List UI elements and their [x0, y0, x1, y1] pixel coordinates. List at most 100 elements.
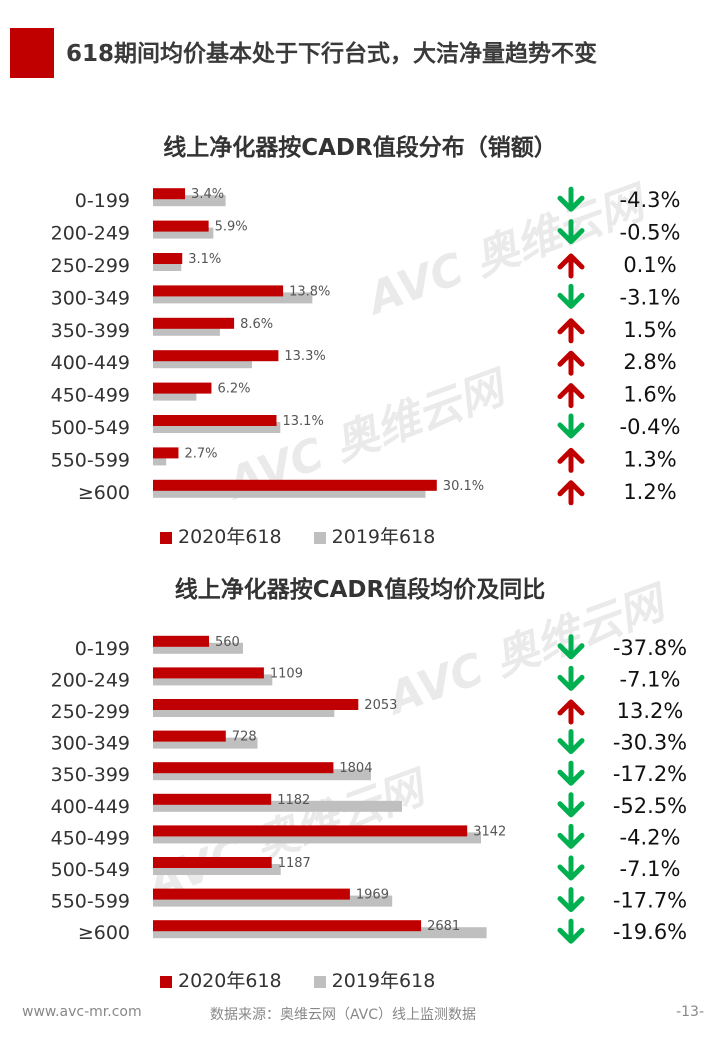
category-label: 250-299 [51, 701, 130, 723]
category-label: 550-599 [51, 891, 130, 913]
data-label: 2.7% [184, 446, 217, 461]
legend-label: 2019年618 [331, 526, 436, 548]
arrow-down-icon [557, 665, 585, 691]
yoy-change-label: -7.1% [620, 667, 681, 691]
data-label: 3142 [473, 824, 506, 839]
category-label: 350-399 [51, 320, 130, 342]
arrow-up-icon [557, 253, 585, 279]
bar-2019 [153, 357, 252, 369]
arrow-up-icon [557, 318, 585, 344]
data-label: 8.6% [240, 317, 273, 332]
footer-page-number: -13- [676, 1004, 704, 1020]
yoy-change-label: 1.3% [623, 447, 676, 471]
bar-2019 [153, 737, 258, 749]
legend-label: 2019年618 [331, 970, 436, 992]
yoy-change-label: 1.2% [623, 480, 676, 504]
data-label: 6.2% [217, 382, 250, 397]
bar-2019 [153, 927, 487, 939]
category-label: 550-599 [51, 449, 130, 471]
category-label: ≥600 [78, 922, 130, 944]
arrow-down-icon [557, 760, 585, 786]
data-label: 1969 [356, 888, 389, 903]
bar-2019 [153, 195, 226, 207]
arrow-down-icon [557, 413, 585, 439]
category-label: 0-199 [75, 190, 130, 212]
arrow-down-icon [557, 219, 585, 245]
footer-source: 数据来源：奥维云网（AVC）线上监测数据 [210, 1007, 477, 1023]
yoy-change-label: -37.8% [613, 636, 687, 660]
data-label: 13.8% [289, 284, 330, 299]
yoy-change-label: -17.7% [613, 889, 687, 913]
bar-2019 [153, 769, 371, 781]
yoy-change-label: -17.2% [613, 762, 687, 786]
bar-2019 [153, 292, 313, 304]
yoy-change-label: 1.6% [623, 383, 676, 407]
category-label: 500-549 [51, 417, 130, 439]
yoy-change-label: -0.5% [620, 221, 681, 245]
bar-2020 [153, 635, 209, 647]
data-label: 1804 [339, 761, 372, 776]
bar-2020 [153, 667, 264, 679]
bar-2020 [153, 285, 284, 297]
yoy-change-label: -4.3% [620, 188, 681, 212]
category-label: 200-249 [51, 669, 130, 691]
arrow-up-icon [557, 447, 585, 473]
yoy-change-label: -0.4% [620, 415, 681, 439]
legend-distribution: 2020年618 2019年618 [160, 522, 461, 549]
legend-label: 2020年618 [178, 526, 282, 548]
category-label: ≥600 [78, 482, 130, 504]
bar-2020 [153, 479, 437, 491]
bar-2020 [153, 253, 183, 264]
arrow-up-icon [557, 480, 585, 506]
bar-2019 [153, 674, 273, 686]
yoy-change-label: -19.6% [613, 920, 687, 944]
data-label: 30.1% [443, 479, 484, 494]
chart-title-avg-price: 线上净化器按CADR值段均价及同比 [174, 577, 546, 603]
chart-distribution: 0-199 3.4% -4.3% 200-249 5.9% -0.5% 250-299 3.1… [51, 186, 681, 506]
footer-website[interactable]: www.avc-mr.com [22, 1004, 142, 1020]
bar-2019 [153, 422, 281, 433]
arrow-down-icon [557, 634, 585, 660]
data-label: 13.1% [283, 414, 324, 429]
yoy-change-label: 1.5% [623, 318, 676, 342]
bar-2019 [153, 227, 214, 239]
yoy-change-label: -30.3% [613, 731, 687, 755]
bar-2019 [153, 389, 197, 401]
bar-2020 [153, 350, 279, 362]
arrow-up-icon [557, 350, 585, 376]
bar-2020 [153, 825, 468, 837]
legend-label: 2020年618 [178, 970, 282, 992]
data-label: 1187 [278, 856, 311, 871]
category-label: 200-249 [51, 223, 130, 245]
legend-swatch-gray [313, 975, 326, 988]
data-label: 2681 [427, 919, 460, 934]
legend-item-2019: 2019年618 [313, 966, 436, 993]
arrow-down-icon [557, 729, 585, 755]
legend-item-2020: 2020年618 [160, 966, 282, 993]
bar-2020 [153, 888, 350, 900]
category-label: 500-549 [51, 859, 130, 881]
arrow-down-icon [557, 918, 585, 944]
category-label: 450-499 [51, 385, 130, 407]
bar-2020 [153, 447, 179, 459]
bar-2020 [153, 762, 334, 774]
bar-2020 [153, 857, 272, 868]
bar-2019 [153, 800, 402, 812]
header-accent-block [10, 28, 54, 78]
bar-2019 [153, 324, 220, 336]
data-label: 560 [215, 635, 240, 650]
category-label: 400-449 [51, 352, 130, 374]
category-label: 250-299 [51, 255, 130, 277]
arrow-down-icon [557, 855, 585, 881]
bar-2019 [153, 486, 426, 498]
yoy-change-label: 13.2% [617, 699, 684, 723]
data-label: 2053 [364, 698, 397, 713]
chart-avg-price: 0-199 560 -37.8% 200-249 1109 -7.1% 250-299 205… [51, 634, 687, 944]
arrow-down-icon [557, 186, 585, 212]
arrow-down-icon [557, 823, 585, 849]
yoy-change-label: 0.1% [623, 253, 676, 277]
category-label: 300-349 [51, 287, 130, 309]
yoy-change-label: -52.5% [613, 794, 687, 818]
bar-2020 [153, 415, 277, 426]
bar-2019 [153, 706, 335, 717]
